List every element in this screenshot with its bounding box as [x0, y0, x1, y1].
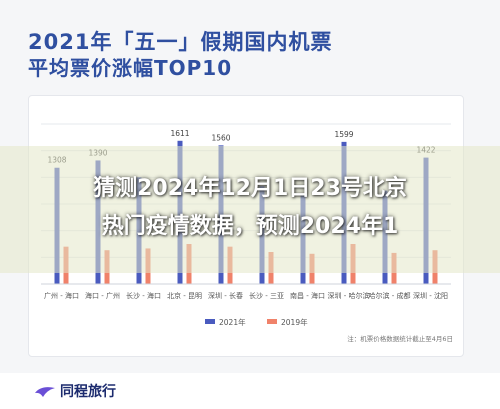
x-tick-label: 北京 - 昆明: [167, 291, 202, 300]
source-note: 注：机票价格数据统计截止至4月6日: [347, 334, 453, 343]
data-label: 1599: [334, 130, 353, 139]
brand-name: 同程旅行: [60, 384, 116, 400]
chart-title: 2021年「五一」假期国内机票: [28, 30, 333, 54]
x-tick-label: 深圳 - 哈尔滨: [328, 291, 370, 300]
x-tick-label: 长沙 - 海口: [126, 291, 161, 300]
footer-bar: 同程旅行: [0, 373, 500, 409]
x-tick-label: 广州 - 海口: [44, 291, 79, 300]
chart-subtitle: 平均票价涨幅TOP10: [28, 56, 233, 80]
x-tick-label: 南昌 - 海口: [290, 291, 325, 300]
legend-label: 2019年: [281, 317, 308, 327]
brand-mark-icon: [35, 387, 55, 397]
headline-overlay: [0, 146, 500, 273]
headline-line-2: 热门疫情数据，预测2024年1: [101, 214, 399, 239]
data-label: 1560: [211, 133, 230, 142]
x-tick-label: 深圳 - 沈阳: [413, 291, 448, 300]
x-tick-label: 深圳 - 长春: [208, 291, 243, 300]
headline-line-1: 猜测2024年12月1日23号北京: [93, 176, 407, 201]
brand-logo: 同程旅行: [34, 381, 116, 401]
data-label: 1611: [170, 129, 189, 138]
legend-swatch: [205, 319, 215, 324]
legend-label: 2021年: [219, 317, 246, 327]
x-tick-label: 海口 - 广州: [85, 291, 120, 300]
x-tick-label: 长沙 - 三亚: [249, 291, 284, 300]
legend-swatch: [267, 319, 277, 324]
x-tick-label: 哈尔滨 - 成都: [369, 291, 411, 300]
